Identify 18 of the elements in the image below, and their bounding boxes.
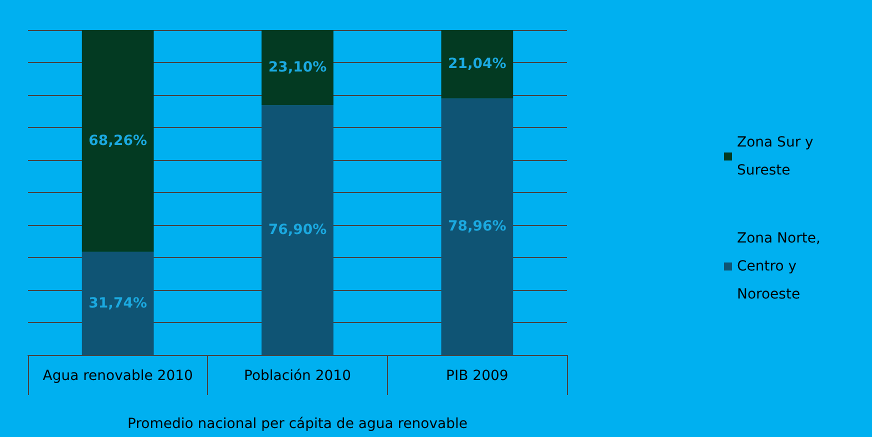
x-tick-label: Agua renovable 2010 bbox=[42, 368, 193, 384]
data-label: 68,26% bbox=[88, 132, 147, 149]
legend-label: Zona Norte, Centro y Noroeste bbox=[737, 230, 825, 302]
x-tick-label: Población 2010 bbox=[244, 368, 351, 384]
data-label: 21,04% bbox=[448, 56, 506, 72]
data-label: 23,10% bbox=[268, 60, 327, 76]
bar bbox=[441, 30, 514, 98]
bar bbox=[262, 30, 334, 106]
x-tick-label: PIB 2009 bbox=[446, 368, 508, 384]
bar bbox=[82, 30, 154, 252]
x-axis-title: Promedio nacional per cápita de agua renovable bbox=[128, 416, 468, 432]
bar bbox=[82, 252, 154, 355]
bar bbox=[441, 98, 514, 355]
bar bbox=[262, 105, 334, 355]
data-label: 78,96% bbox=[448, 218, 506, 235]
data-label: 31,74% bbox=[88, 295, 147, 312]
legend-label: Zona Sur y Sureste bbox=[737, 134, 818, 178]
data-label: 76,90% bbox=[268, 222, 327, 238]
